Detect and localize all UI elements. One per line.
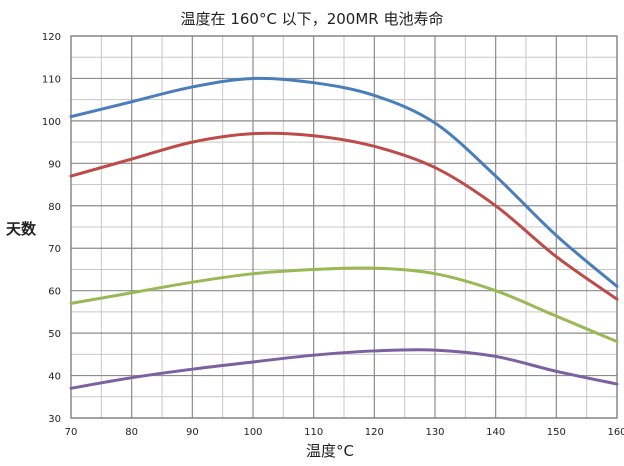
- series-line-2: [69, 131, 619, 301]
- y-tick-label: 90: [48, 159, 61, 170]
- x-tick-label: 80: [125, 427, 138, 438]
- x-tick-label: 120: [365, 427, 384, 438]
- y-tick-label: 70: [48, 244, 61, 255]
- x-tick-label: 160: [607, 427, 624, 438]
- y-tick-label: 110: [42, 74, 61, 85]
- y-tick-label: 30: [48, 414, 61, 425]
- x-tick-label: 100: [243, 427, 262, 438]
- x-tick-label: 70: [65, 427, 78, 438]
- plot-area-border: [70, 35, 618, 419]
- y-axis-label: 天数: [6, 220, 37, 238]
- y-tick-label: 60: [48, 287, 61, 298]
- series-line-3: [69, 266, 619, 344]
- x-tick-label: 110: [304, 427, 323, 438]
- y-tick-label: 80: [48, 202, 61, 213]
- y-tick-label: 100: [42, 117, 61, 128]
- x-axis-label: 温度°C: [306, 442, 354, 460]
- series-line-4: [69, 348, 619, 390]
- x-tick-label: 150: [547, 427, 566, 438]
- tick-labels: 70 80 90 100 110 120 130 140 150 160 30 40 50 60 70 80 9…: [42, 32, 624, 438]
- chart-title: 温度在 160°C 以下，200MR 电池寿命: [180, 10, 444, 28]
- x-tick-label: 130: [425, 427, 444, 438]
- y-tick-label: 40: [48, 372, 61, 383]
- minor-grid: [71, 36, 617, 418]
- series-lines: [69, 76, 619, 390]
- series-line-1: [69, 76, 619, 288]
- x-tick-label: 140: [486, 427, 505, 438]
- y-tick-label: 120: [42, 32, 61, 43]
- y-tick-label: 50: [48, 329, 61, 340]
- x-tick-label: 90: [186, 427, 199, 438]
